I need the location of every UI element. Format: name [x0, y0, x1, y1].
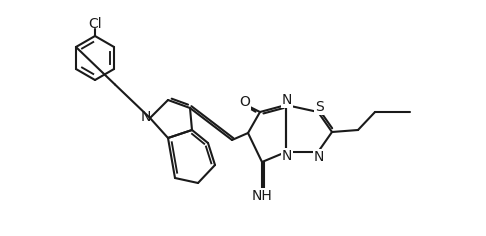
Text: N: N [282, 93, 292, 107]
Text: Cl: Cl [88, 17, 102, 31]
Text: NH: NH [252, 189, 272, 203]
Text: O: O [240, 95, 250, 109]
Text: N: N [141, 110, 151, 124]
Text: N: N [282, 149, 292, 163]
Text: S: S [314, 100, 323, 114]
Text: N: N [314, 150, 324, 164]
